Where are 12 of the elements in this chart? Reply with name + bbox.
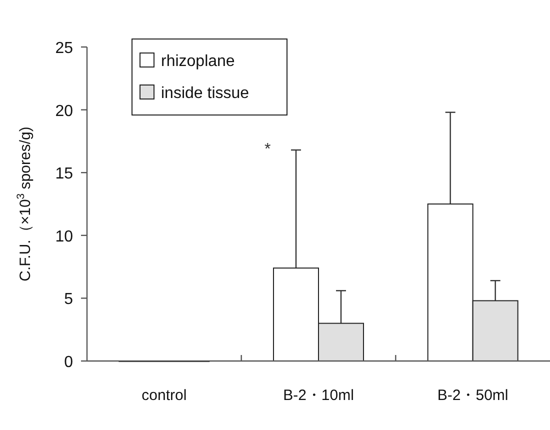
y-tick-label: 10 xyxy=(55,228,74,246)
legend-label: inside tissue xyxy=(161,85,250,102)
y-tick-label: 0 xyxy=(64,354,74,371)
y-tick-label: 25 xyxy=(55,40,74,57)
x-tick-label: B-2・10ml xyxy=(283,387,354,404)
x-tick-label: control xyxy=(142,387,187,404)
y-tick-label: 5 xyxy=(64,291,74,308)
y-tick-label: 20 xyxy=(55,102,74,120)
annotation: * xyxy=(264,140,271,158)
x-tick-label: B-2・50ml xyxy=(437,387,508,404)
legend-label: rhizoplane xyxy=(161,53,235,70)
y-tick-label: 15 xyxy=(55,166,74,183)
